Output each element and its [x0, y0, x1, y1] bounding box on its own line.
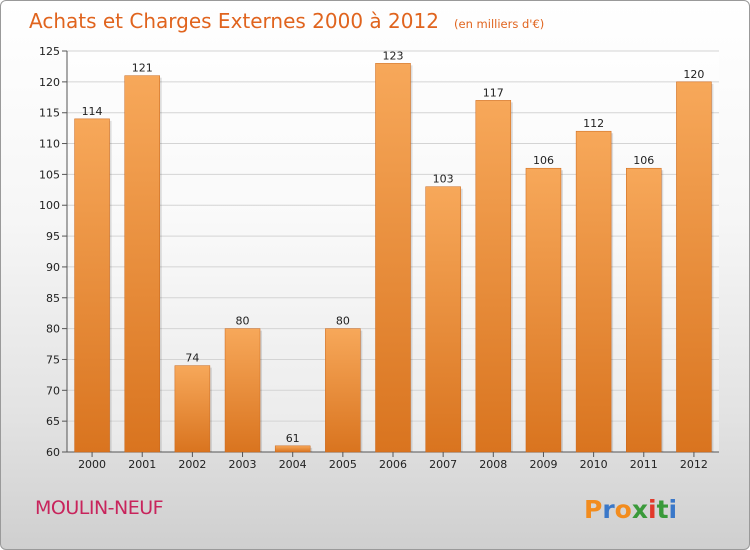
- bar: [375, 63, 411, 453]
- bar: [325, 328, 361, 453]
- bar-value-label: 80: [236, 315, 250, 328]
- x-tick-label: 2005: [329, 458, 357, 471]
- y-tick-label: 85: [46, 292, 60, 305]
- x-tick-label: 2001: [128, 458, 156, 471]
- bar: [676, 81, 712, 453]
- bar-value-label: 121: [132, 62, 153, 75]
- bar: [626, 167, 662, 453]
- logo-letter: o: [615, 495, 632, 524]
- bar-value-label: 103: [433, 173, 454, 186]
- y-tick-label: 120: [39, 76, 60, 89]
- x-tick-label: 2007: [429, 458, 457, 471]
- x-tick-label: 2000: [78, 458, 106, 471]
- x-tick-label: 2012: [680, 458, 708, 471]
- proxiti-logo: Proxiti: [584, 495, 677, 524]
- bar: [525, 167, 562, 453]
- logo-letter: i: [648, 495, 657, 524]
- bar: [274, 445, 311, 453]
- y-tick-label: 70: [46, 384, 60, 397]
- y-tick-label: 65: [46, 415, 60, 428]
- bar-value-label: 106: [633, 154, 654, 167]
- bar-value-label: 112: [583, 117, 604, 130]
- logo-letter: i: [669, 495, 678, 524]
- bar: [174, 365, 211, 453]
- x-tick-label: 2011: [630, 458, 658, 471]
- logo-letter: P: [584, 495, 602, 524]
- x-tick-label: 2002: [178, 458, 206, 471]
- plot-area: 60 65 70 75 80 85 90 95 100 105 110 115 120 125 114 200…: [39, 45, 719, 471]
- bar-value-label: 74: [185, 352, 199, 365]
- logo-letter: r: [602, 495, 615, 524]
- y-tick-label: 80: [46, 323, 60, 336]
- y-tick-label: 115: [39, 107, 60, 120]
- bar: [224, 328, 261, 453]
- bar: [74, 118, 110, 453]
- y-tick-label: 95: [46, 230, 60, 243]
- logo-letter: t: [657, 495, 669, 524]
- y-tick-label: 125: [39, 45, 60, 58]
- x-tick-label: 2010: [580, 458, 608, 471]
- chart-subtitle: (en milliers d'€): [454, 17, 544, 31]
- x-tick-label: 2009: [529, 458, 557, 471]
- bar: [475, 100, 512, 453]
- chart-title: Achats et Charges Externes 2000 à 2012 (…: [29, 9, 544, 33]
- bar-value-label: 106: [533, 154, 554, 167]
- bar-value-label: 61: [286, 432, 300, 445]
- bar-value-label: 123: [383, 49, 404, 62]
- y-tick-label: 100: [39, 199, 60, 212]
- x-tick-label: 2003: [229, 458, 257, 471]
- bar-value-label: 120: [683, 68, 704, 81]
- y-tick-label: 90: [46, 261, 60, 274]
- y-tick-label: 60: [46, 446, 60, 459]
- logo-letter: x: [632, 495, 648, 524]
- y-tick-label: 105: [39, 168, 60, 181]
- y-tick-label: 75: [46, 353, 60, 366]
- x-tick-label: 2006: [379, 458, 407, 471]
- bar-value-label: 114: [82, 105, 103, 118]
- x-tick-label: 2008: [479, 458, 507, 471]
- bar: [575, 130, 612, 453]
- x-tick-label: 2004: [279, 458, 307, 471]
- bar: [425, 186, 461, 453]
- commune-name: MOULIN-NEUF: [35, 497, 163, 519]
- bar-value-label: 117: [483, 86, 504, 99]
- bar: [124, 75, 160, 453]
- bar-value-label: 80: [336, 315, 350, 328]
- y-tick-label: 110: [39, 138, 60, 151]
